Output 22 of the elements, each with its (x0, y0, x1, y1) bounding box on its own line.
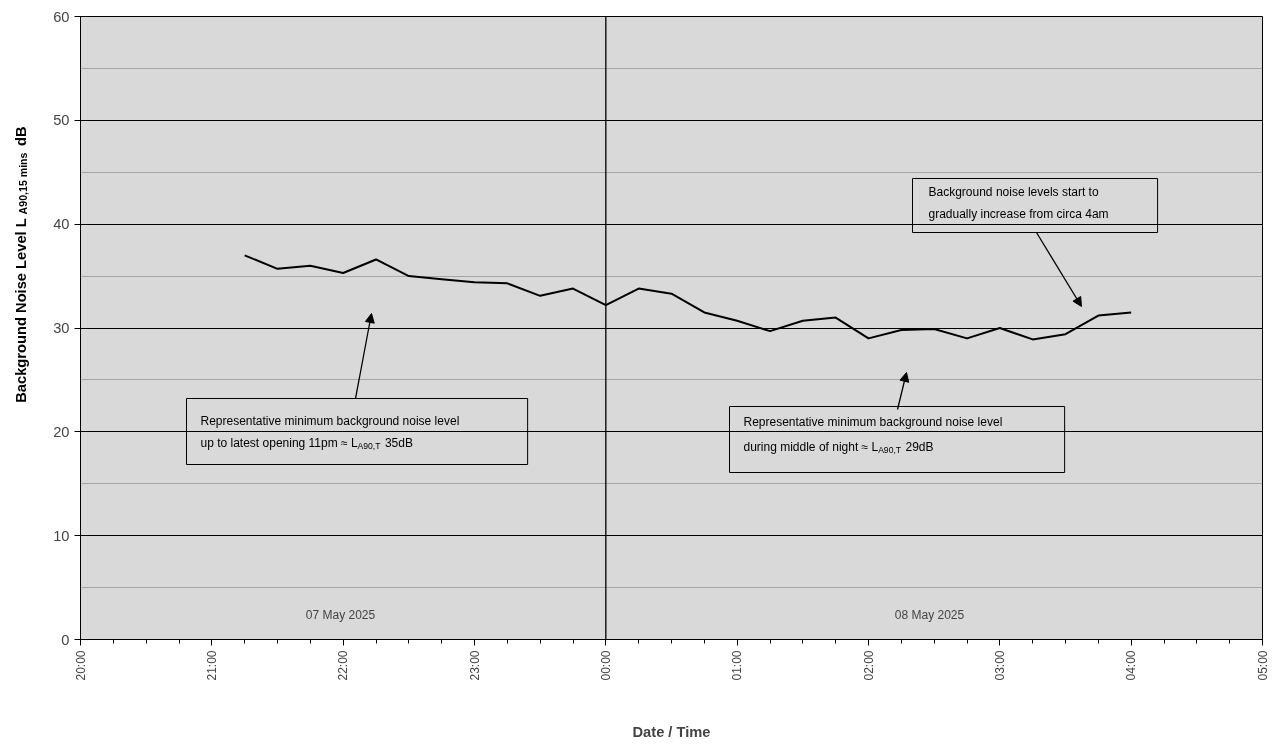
x-tick-label: 01:00 (730, 650, 745, 681)
y-tick-label: 0 (61, 631, 70, 648)
y-tick-label: 30 (53, 320, 70, 336)
y-tick-label: 40 (53, 216, 70, 233)
x-tick-label: 05:00 (1255, 650, 1270, 681)
annotation: Background noise levels start to gradually increase from circa 4am (928, 184, 1109, 221)
x-tick-label: 23:00 (467, 650, 482, 681)
x-tick-label: 21:00 (204, 650, 219, 681)
x-tick-label: 00:00 (598, 650, 613, 681)
x-tick-label: 03:00 (992, 650, 1007, 681)
annotation: 08 May 2025 (894, 607, 965, 622)
x-axis-title: Date / Time (632, 723, 711, 740)
y-tick-label: 50 (53, 112, 70, 129)
x-tick-label: 22:00 (336, 650, 351, 681)
x-tick-label: 04:00 (1124, 650, 1139, 681)
y-tick-label: 60 (53, 8, 70, 25)
y-tick-label: 20 (53, 423, 70, 440)
annotation: 07 May 2025 (305, 607, 376, 622)
y-axis-title: Background Noise Level LA90,15 mins dB (12, 126, 30, 403)
x-tick-label: 02:00 (861, 650, 876, 681)
x-tick-label: 20:00 (73, 650, 88, 681)
y-tick-label: 10 (53, 527, 70, 544)
